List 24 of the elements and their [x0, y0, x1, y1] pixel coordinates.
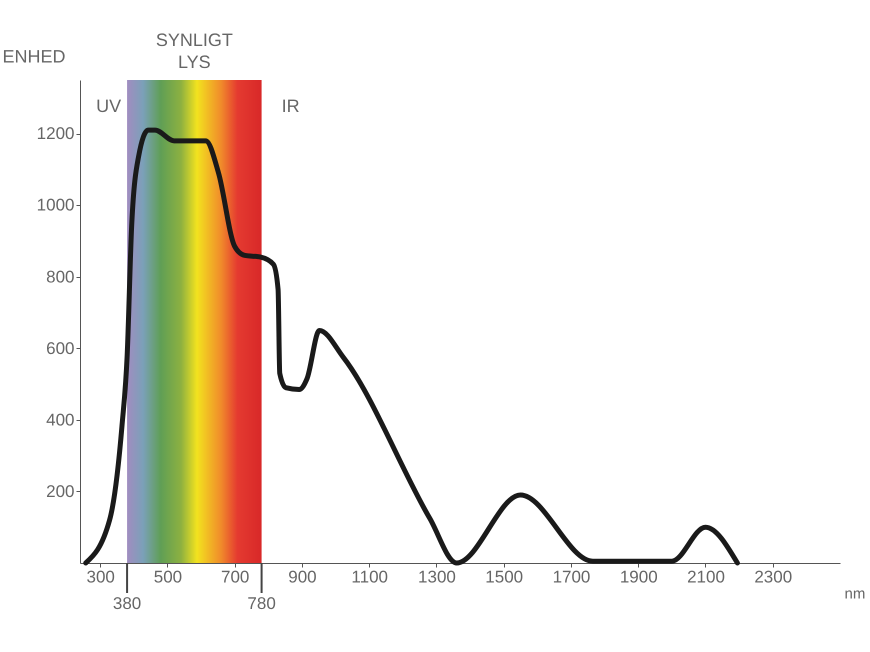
x-tick-label: 900 — [288, 568, 317, 586]
x-tick-label: 300 — [86, 568, 115, 586]
x-tick-label: 2100 — [687, 568, 725, 586]
annotation: 780 — [247, 594, 276, 613]
band-label: SYNLIGT LYS — [156, 30, 233, 72]
x-tick-label: 1700 — [552, 568, 590, 586]
y-tick-label: 800 — [46, 267, 74, 286]
x-tick-label: 700 — [221, 568, 250, 586]
y-tick-label: 1000 — [36, 196, 74, 215]
x-tick-label: 1900 — [620, 568, 658, 586]
annotation: UV — [96, 96, 122, 116]
annotation: 380 — [112, 594, 142, 613]
x-tick-label: 1100 — [351, 568, 388, 586]
y-tick-label: 1200 — [36, 124, 74, 144]
x-axis-title: nm — [844, 586, 866, 602]
x-tick-label: 1500 — [485, 568, 524, 586]
x-tick-label: 500 — [154, 568, 182, 586]
y-axis-title: ENHED — [2, 46, 66, 66]
annotation: IR — [282, 96, 300, 116]
x-tick-label: 1300 — [418, 568, 456, 586]
y-tick-label: 600 — [46, 338, 74, 358]
y-tick-label: 400 — [46, 410, 74, 430]
y-tick-label: 200 — [46, 482, 74, 501]
x-tick-label: 2300 — [754, 568, 792, 586]
